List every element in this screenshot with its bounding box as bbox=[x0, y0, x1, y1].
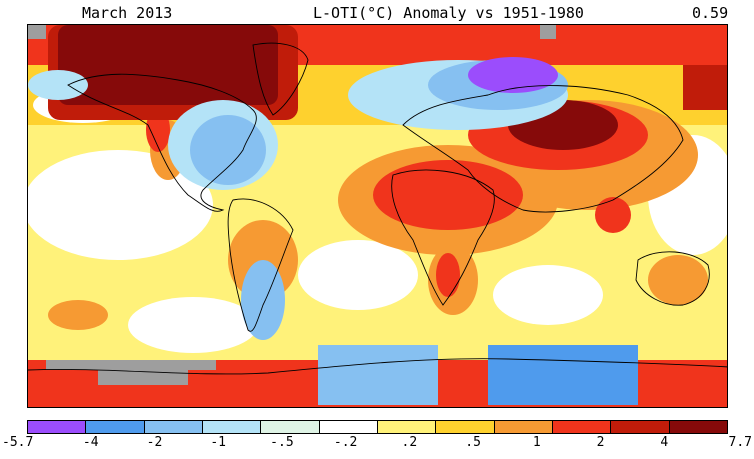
greenland-coastline bbox=[252, 42, 309, 116]
south-america-coastline bbox=[227, 198, 294, 332]
southern-africa-hot-region bbox=[436, 253, 460, 297]
south-pacific-neutral-region bbox=[128, 297, 258, 353]
missing-data-arctic-left bbox=[28, 25, 46, 39]
africa-coastline bbox=[391, 169, 495, 306]
color-scale-tick-label: 2 bbox=[596, 435, 605, 450]
color-scale-tick-label: -5.7 bbox=[2, 435, 34, 450]
color-scale-tick-label: -1 bbox=[210, 435, 226, 450]
color-scale-tick-label: 1 bbox=[532, 435, 541, 450]
indian-ocean-neutral-region bbox=[493, 265, 603, 325]
west-pacific-cold-region bbox=[28, 70, 88, 100]
south-pacific-warm-region bbox=[48, 300, 108, 330]
color-scale-bin bbox=[86, 421, 145, 433]
anomaly-map bbox=[27, 24, 728, 408]
australia-warm-region bbox=[648, 255, 708, 305]
greenland-core-region bbox=[58, 25, 278, 105]
coastlines bbox=[28, 42, 727, 375]
color-scale-bin bbox=[611, 421, 670, 433]
color-scale-bin bbox=[494, 421, 553, 433]
color-scale-bin bbox=[319, 421, 378, 433]
color-scale-bin bbox=[436, 421, 495, 433]
anomaly-map-svg bbox=[28, 25, 727, 407]
south-atlantic-neutral-region bbox=[298, 240, 418, 310]
sahara-arabia-hot-region bbox=[373, 160, 523, 230]
color-scale-tick-label: 4 bbox=[660, 435, 669, 450]
global-mean-value: 0.59 bbox=[692, 4, 729, 22]
map-title: L-OTI(°C) Anomaly vs 1951-1980 bbox=[313, 4, 584, 22]
color-scale-bin bbox=[377, 421, 437, 433]
antarctica-coastline bbox=[28, 358, 727, 375]
missing-data-arctic-mid bbox=[540, 25, 556, 39]
color-scale-bin bbox=[669, 421, 727, 433]
antarctic-cold-region-west bbox=[318, 345, 438, 405]
color-scale-bin bbox=[261, 421, 320, 433]
color-scale-tick-label: -4 bbox=[82, 435, 99, 450]
color-scale-tick-label: -.2 bbox=[333, 435, 358, 450]
indochina-hot-region bbox=[595, 197, 631, 233]
color-scale-tick-label: .2 bbox=[401, 435, 418, 450]
color-scale-bin bbox=[552, 421, 612, 433]
siberia-very-cold-region bbox=[468, 57, 558, 93]
color-scale-tick-label: -.5 bbox=[270, 435, 294, 450]
eastern-us-cold-region bbox=[190, 115, 266, 185]
missing-data-antarctic-2 bbox=[98, 370, 188, 385]
antarctic-cold-region-east bbox=[488, 345, 638, 405]
australia-coastline bbox=[635, 251, 710, 306]
color-scale-bin bbox=[28, 421, 87, 433]
north-america-coastline bbox=[67, 73, 257, 212]
color-scale-bin bbox=[144, 421, 203, 433]
map-date-label: March 2013 bbox=[82, 4, 173, 22]
missing-data-antarctic bbox=[46, 360, 216, 370]
bering-hot-region bbox=[683, 65, 727, 110]
color-scale-bin bbox=[202, 421, 262, 433]
color-scale-tick-label: .5 bbox=[465, 435, 481, 450]
color-scale-bar bbox=[27, 420, 728, 434]
color-scale-tick-label: -2 bbox=[146, 435, 163, 450]
color-scale-tick-label: 7.7 bbox=[728, 435, 752, 450]
